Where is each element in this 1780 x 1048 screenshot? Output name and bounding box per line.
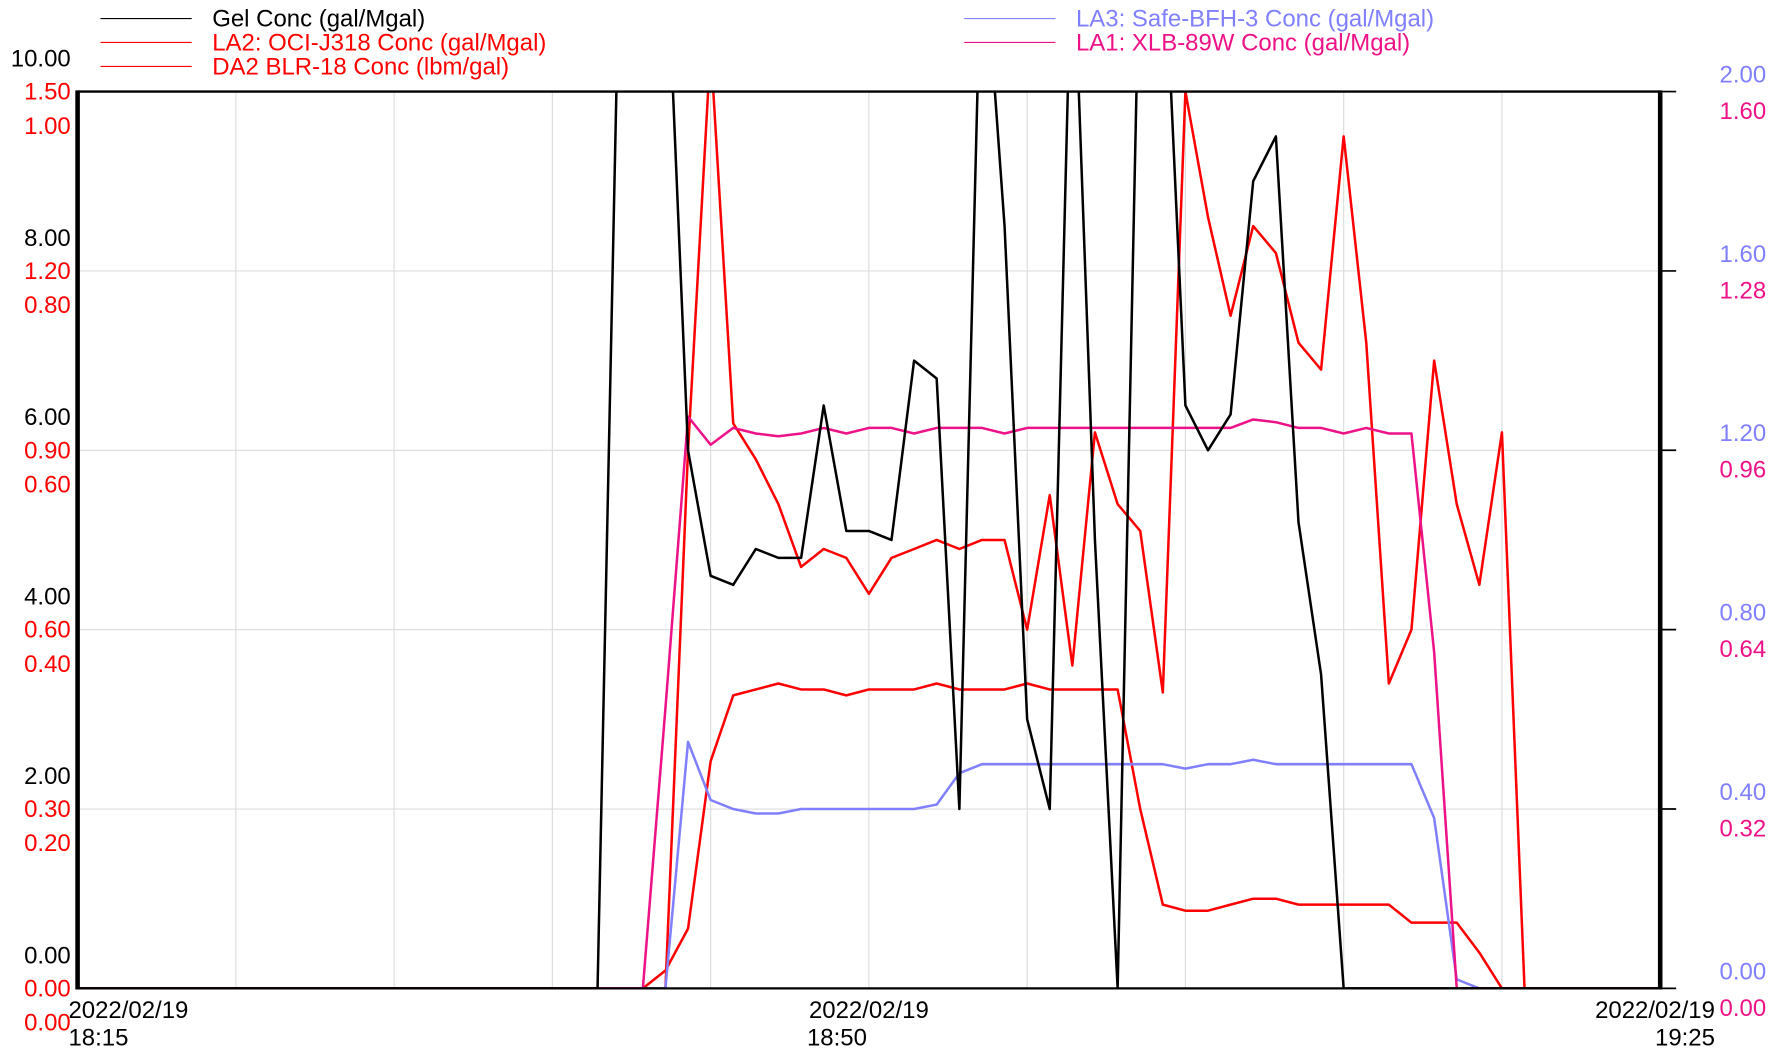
x-tick-label: 2022/02/19 18:15: [68, 997, 188, 1048]
y-tick-label: 0.80: [1720, 600, 1767, 627]
series-line: [77, 682, 1661, 989]
y-tick-label: 0.00: [24, 975, 71, 1002]
y-tick-label: 1.20: [1720, 420, 1767, 447]
series-line: [77, 91, 1661, 989]
series-line: [77, 740, 1661, 989]
y-tick-label: 0.60: [24, 617, 71, 644]
y-tick-label: 1.20: [24, 258, 71, 285]
x-tick-label: 2022/02/19 18:50: [807, 997, 929, 1048]
labels: 0.00 2.00 4.00 6.00 8.00 10.00 0.00 0.30 0.60 0.9…: [11, 6, 1766, 1048]
y-tick-label: 0.90: [24, 437, 71, 464]
legend-label: DA2 BLR-18 Conc (lbm/gal): [212, 53, 509, 80]
y-tick-label: 0.64: [1720, 636, 1767, 663]
y-tick-label: 1.60: [1720, 98, 1767, 125]
y-tick-label: 0.00: [1720, 958, 1767, 985]
y-tick-label: 0.40: [1720, 779, 1767, 806]
y-tick-label: 0.20: [24, 830, 71, 857]
y-tick-label: 4.00: [24, 584, 71, 611]
y-tick-label: 2.00: [1720, 61, 1767, 88]
y-tick-label: 6.00: [24, 404, 71, 431]
legend-label: LA2: OCI-J318 Conc (gal/Mgal): [212, 29, 546, 56]
y-tick-label: 0.40: [24, 651, 71, 678]
y-tick-label: 10.00: [11, 45, 71, 72]
y-tick-label: 0.60: [24, 472, 71, 499]
y-tick-label: 0.00: [24, 1010, 71, 1037]
y-tick-label: 0.00: [24, 942, 71, 969]
series-line: [77, 415, 1661, 989]
legend-label: LA1: XLB-89W Conc (gal/Mgal): [1076, 29, 1410, 56]
legend-label: Gel Conc (gal/Mgal): [212, 6, 425, 33]
series-line: [77, 91, 1661, 989]
y-tick-label: 0.32: [1720, 815, 1767, 842]
y-tick-label: 0.96: [1720, 457, 1767, 484]
y-tick-label: 0.00: [1720, 995, 1767, 1022]
y-tick-label: 1.00: [24, 113, 71, 140]
y-tick-label: 1.50: [24, 79, 71, 106]
y-tick-label: 2.00: [24, 763, 71, 790]
y-tick-label: 8.00: [24, 225, 71, 252]
frame: [75, 90, 1663, 990]
y-tick-label: 0.30: [24, 796, 71, 823]
y-tick-label: 1.28: [1720, 277, 1767, 304]
y-tick-label: 0.80: [24, 292, 71, 319]
y-tick-label: 1.60: [1720, 241, 1767, 268]
x-tick-label: 2022/02/19 19:25: [1595, 997, 1715, 1048]
legend-label: LA3: Safe-BFH-3 Conc (gal/Mgal): [1076, 6, 1434, 33]
plot-area: [77, 91, 1661, 989]
